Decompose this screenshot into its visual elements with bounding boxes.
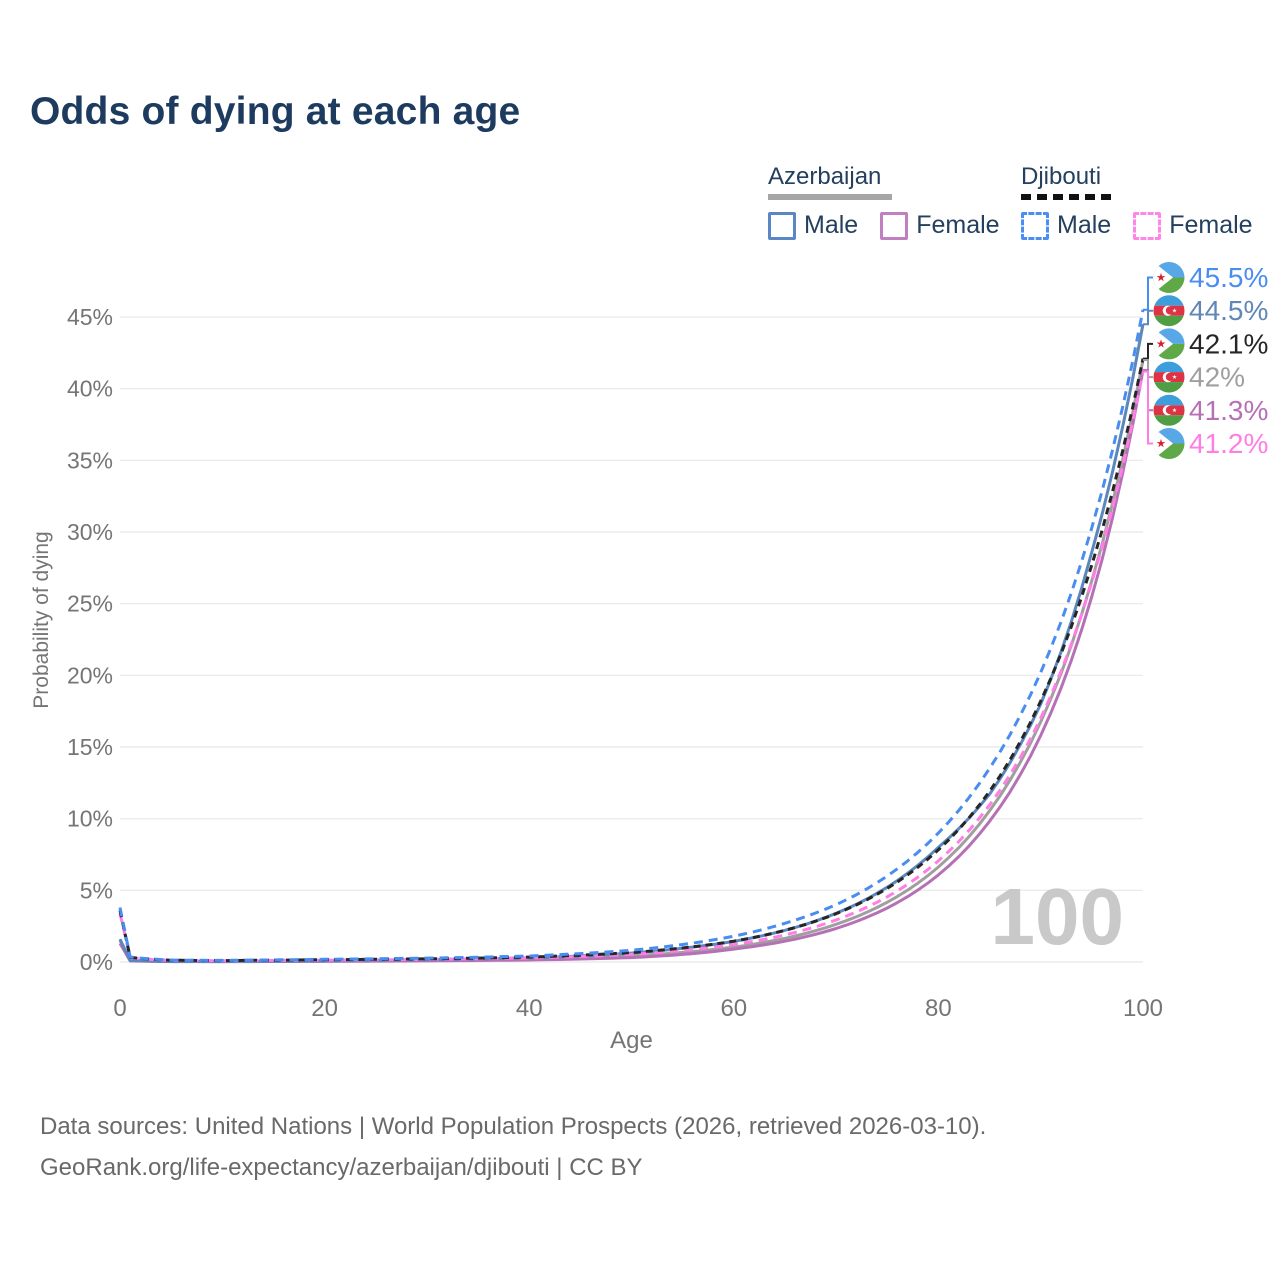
page-title: Odds of dying at each age <box>30 90 521 133</box>
azerbaijan-flag-icon <box>1153 361 1185 393</box>
end-label-djibouti-female: 41.2% <box>1189 428 1268 459</box>
y-tick-5%: 5% <box>80 877 113 903</box>
y-tick-40%: 40% <box>67 376 113 402</box>
y-tick-45%: 45% <box>67 304 113 330</box>
leader-line-djibouti-male <box>1143 276 1153 311</box>
leader-line-djibouti-female <box>1143 370 1153 445</box>
end-label-azerbaijan-female: 41.3% <box>1189 395 1268 426</box>
x-tick-40: 40 <box>516 995 543 1022</box>
leader-line-azerbaijan-male <box>1143 309 1153 326</box>
data-sources-line: Data sources: United Nations | World Pop… <box>40 1113 987 1140</box>
djibouti-flag-icon <box>1153 262 1185 294</box>
azerbaijan-line-swatch <box>768 194 892 200</box>
end-label-djibouti-male: 45.5% <box>1189 262 1268 293</box>
series-line-djibouti-male <box>118 309 1145 962</box>
djibouti-flag-icon <box>1153 428 1185 460</box>
legend-label-djibouti-male[interactable]: Male <box>1057 211 1112 239</box>
y-tick-15%: 15% <box>67 734 113 760</box>
checkbox-djibouti-female[interactable] <box>1133 211 1162 240</box>
y-tick-20%: 20% <box>67 662 113 688</box>
leader-line-azerbaijan-all <box>1143 359 1153 379</box>
legend-label-azerbaijan-female[interactable]: Female <box>916 211 1000 239</box>
end-label-djibouti-all: 42.1% <box>1189 328 1268 359</box>
series-line-azerbaijan-male <box>118 323 1145 963</box>
series-line-djibouti-all <box>118 358 1145 963</box>
checkbox-azerbaijan-female[interactable] <box>880 211 909 240</box>
djibouti-flag-icon <box>1153 328 1185 360</box>
y-tick-30%: 30% <box>67 519 113 545</box>
legend-label-djibouti-female[interactable]: Female <box>1169 211 1253 239</box>
attribution-line: GeoRank.org/life-expectancy/azerbaijan/d… <box>40 1154 643 1181</box>
y-tick-25%: 25% <box>67 591 113 617</box>
checkbox-djibouti-male[interactable] <box>1021 211 1049 240</box>
djibouti-line-swatch <box>1021 194 1115 200</box>
legend-label-azerbaijan-male[interactable]: Male <box>804 211 859 239</box>
legend-group-djibouti: Djibouti Male Female <box>1021 163 1253 240</box>
x-axis-label: Age <box>610 1027 653 1054</box>
x-tick-0: 0 <box>113 995 126 1022</box>
y-tick-35%: 35% <box>67 447 113 473</box>
watermark-age-100: 100 <box>991 872 1124 961</box>
checkbox-azerbaijan-male[interactable] <box>768 211 796 240</box>
x-tick-100: 100 <box>1123 995 1163 1022</box>
footer: Data sources: United Nations | World Pop… <box>40 1106 986 1188</box>
x-tick-60: 60 <box>720 995 747 1022</box>
end-label-azerbaijan-male: 44.5% <box>1189 295 1268 326</box>
legend-country-azerbaijan[interactable]: Azerbaijan <box>768 163 882 190</box>
end-label-azerbaijan-all: 42% <box>1189 362 1245 393</box>
y-axis-label: Probability of dying <box>30 531 53 708</box>
x-tick-80: 80 <box>925 995 952 1022</box>
azerbaijan-flag-icon <box>1153 295 1185 327</box>
azerbaijan-flag-icon <box>1153 394 1185 426</box>
y-tick-0%: 0% <box>80 949 113 975</box>
y-tick-10%: 10% <box>67 806 113 832</box>
legend-country-djibouti[interactable]: Djibouti <box>1021 163 1102 190</box>
x-tick-20: 20 <box>311 995 338 1022</box>
legend-group-azerbaijan: Azerbaijan Male Female <box>768 163 1000 240</box>
leader-line-djibouti-all <box>1143 342 1153 360</box>
series-line-djibouti-female <box>118 371 1145 963</box>
